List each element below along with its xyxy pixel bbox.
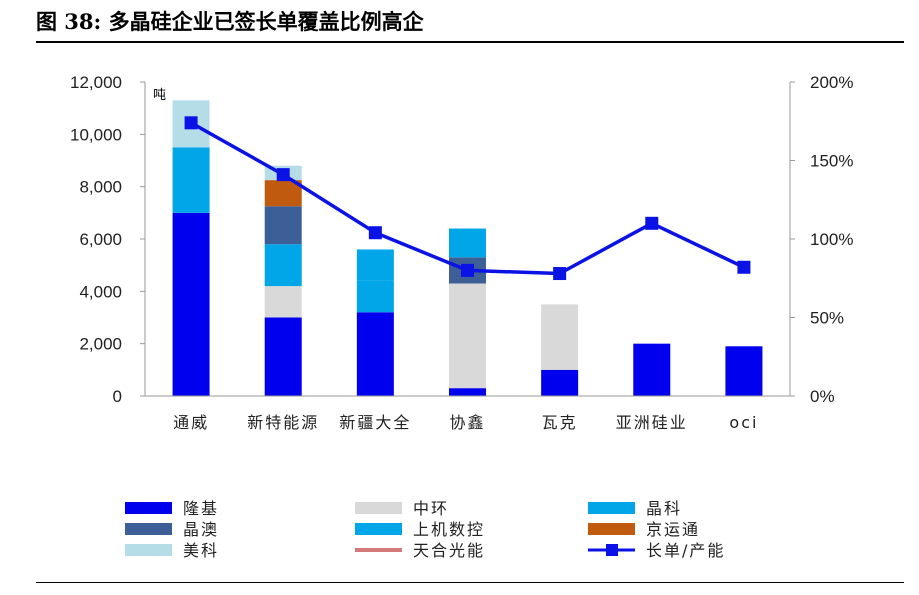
bar-segment: [541, 369, 579, 396]
line-point: [461, 263, 474, 277]
y-left-tick-label: 12,000: [70, 73, 122, 92]
y-right-tick-label: 200%: [810, 73, 853, 92]
legend-swatch: [355, 502, 402, 514]
bar-segment: [356, 312, 394, 396]
title-rule: [36, 41, 904, 43]
legend-label: 美科: [183, 541, 219, 560]
legend-swatch: [355, 523, 402, 535]
bar-segment: [449, 388, 486, 396]
y-right-tick-label: 150%: [810, 152, 853, 171]
y-right-tick-label: 50%: [810, 309, 844, 328]
bar-segment: [725, 346, 763, 396]
bottom-rule: [36, 582, 904, 583]
legend-label: 天合光能: [413, 541, 485, 560]
line-point: [737, 260, 751, 274]
legend-swatch: [588, 502, 635, 514]
legend-label: 京运通: [646, 520, 700, 539]
bar-segment: [356, 280, 394, 313]
bar-segment: [264, 286, 302, 318]
legend-label: 中环: [413, 499, 449, 518]
y-left-tick-label: 10,000: [70, 125, 122, 144]
bar-segment: [172, 212, 210, 396]
legend-label: 长单/产能: [646, 541, 725, 560]
line-point: [368, 226, 382, 240]
x-category-label: 亚洲硅业: [616, 413, 688, 432]
y-left-tick-label: 6,000: [79, 230, 122, 249]
x-category-label: oci: [729, 413, 758, 432]
unit-label: 吨: [153, 88, 166, 103]
y-right-tick-label: 100%: [810, 230, 853, 249]
bar-segment: [449, 228, 486, 258]
bar-segment: [264, 180, 302, 207]
x-category-label: 通威: [173, 413, 209, 432]
legend-label: 隆基: [183, 499, 219, 518]
x-category-label: 新特能源: [247, 413, 319, 432]
y-right-tick-label: 0%: [810, 387, 835, 406]
x-category-label: 协鑫: [449, 413, 485, 432]
line-point: [184, 116, 198, 130]
bar-segment: [264, 206, 302, 245]
y-left-tick-label: 0: [113, 387, 122, 406]
y-left-tick-label: 4,000: [79, 282, 122, 301]
x-category-label: 瓦克: [542, 413, 578, 432]
legend-label: 上机数控: [413, 520, 485, 539]
legend-swatch: [125, 523, 172, 535]
bar-segment: [633, 343, 671, 396]
line-point: [645, 216, 659, 230]
bar-segment: [264, 244, 302, 287]
line-point: [276, 168, 290, 182]
bar-segment: [356, 249, 394, 281]
x-category-label: 新疆大全: [339, 413, 411, 432]
y-left-tick-label: 2,000: [79, 335, 122, 354]
legend-label: 晶澳: [183, 520, 219, 539]
bar-segment: [541, 304, 579, 370]
figure-title: 图 38: 多晶硅企业已签长单覆盖比例高企: [36, 9, 424, 34]
bar-segment: [449, 283, 486, 389]
line-point: [553, 267, 567, 281]
y-left-tick-label: 8,000: [79, 178, 122, 197]
bar-segment: [172, 147, 210, 213]
legend-swatch: [125, 544, 172, 556]
legend-swatch: [125, 502, 172, 514]
bar-segment: [264, 317, 302, 396]
legend-swatch: [588, 523, 635, 535]
legend-marker: [606, 544, 618, 556]
legend-label: 晶科: [646, 499, 682, 518]
